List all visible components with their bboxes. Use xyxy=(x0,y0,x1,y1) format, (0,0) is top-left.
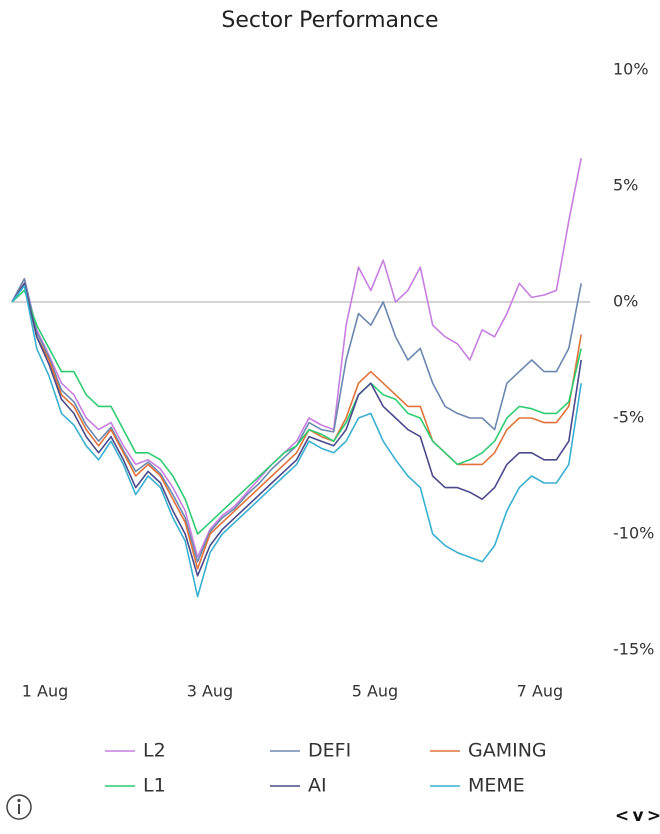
next-button[interactable]: > xyxy=(647,806,660,826)
series xyxy=(11,278,582,563)
legend-label: DEFI xyxy=(308,740,351,762)
legend-label: L1 xyxy=(143,775,166,797)
series xyxy=(11,282,582,570)
series-line xyxy=(11,158,582,558)
series-line xyxy=(11,289,582,535)
series-line xyxy=(11,278,582,563)
legend-label: MEME xyxy=(468,775,525,797)
y-tick-label: 5% xyxy=(613,176,638,195)
legend-item: MEME xyxy=(430,775,525,797)
legend-item: AI xyxy=(270,775,327,797)
info-button[interactable] xyxy=(6,794,32,820)
y-tick-label: -5% xyxy=(613,408,644,427)
series xyxy=(11,282,582,577)
chart-title: Sector Performance xyxy=(221,8,438,33)
series-line xyxy=(11,285,582,598)
series-line xyxy=(11,282,582,577)
info-icon xyxy=(6,794,32,820)
legend-label: GAMING xyxy=(468,740,547,762)
y-tick-label: 0% xyxy=(613,292,638,311)
legend-label: L2 xyxy=(143,740,166,762)
y-tick-label: -10% xyxy=(613,524,654,543)
series xyxy=(11,158,582,558)
legend-item: DEFI xyxy=(270,740,351,762)
legend-item: L2 xyxy=(105,740,166,762)
prev-button[interactable]: < xyxy=(615,806,629,826)
x-tick-label: 5 Aug xyxy=(352,682,399,701)
x-tick-label: 1 Aug xyxy=(22,682,69,701)
series xyxy=(11,289,582,535)
legend-item: L1 xyxy=(105,775,166,797)
legend-label: AI xyxy=(308,775,327,797)
y-tick-label: -15% xyxy=(613,640,654,659)
x-tick-label: 3 Aug xyxy=(187,682,234,701)
series-line xyxy=(11,282,582,570)
legend-item: GAMING xyxy=(430,740,547,762)
toggle-button[interactable]: v xyxy=(632,806,643,826)
info-icon-dot xyxy=(17,798,21,803)
series xyxy=(11,285,582,598)
y-tick-label: 10% xyxy=(613,60,649,79)
x-tick-label: 7 Aug xyxy=(517,682,564,701)
